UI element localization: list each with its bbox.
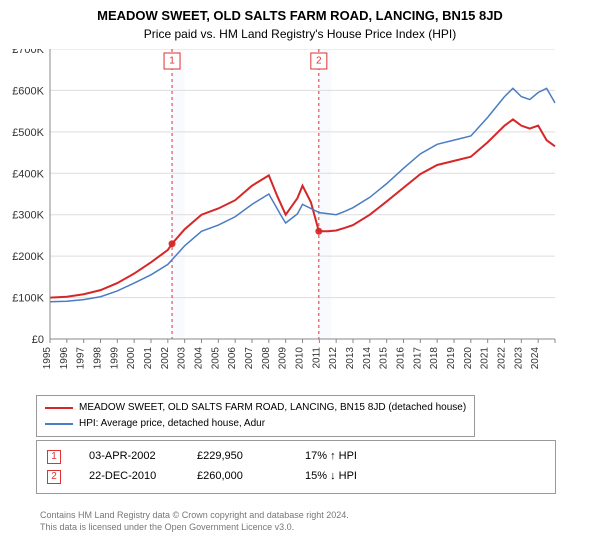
events-table: 1 03-APR-2002 £229,950 17% ↑ HPI 2 22-DEC-201…: [36, 440, 556, 494]
svg-text:2010: 2010: [295, 347, 306, 369]
svg-text:£500K: £500K: [12, 127, 44, 139]
svg-text:2007: 2007: [244, 347, 255, 369]
svg-text:2004: 2004: [194, 347, 205, 369]
svg-text:2016: 2016: [396, 347, 407, 369]
event-price: £229,950: [197, 447, 277, 467]
svg-text:2017: 2017: [412, 347, 423, 369]
chart-title: MEADOW SWEET, OLD SALTS FARM ROAD, LANCI…: [0, 0, 600, 23]
svg-text:2015: 2015: [379, 347, 390, 369]
chart-area: £0 £100K £200K £300K £400K £500K £600K £700K 199…: [0, 49, 600, 369]
legend-swatch: [45, 407, 73, 409]
svg-text:£600K: £600K: [12, 85, 44, 97]
svg-text:2006: 2006: [227, 347, 238, 369]
svg-text:2: 2: [316, 56, 322, 67]
footnote-line1: Contains HM Land Registry data © Crown c…: [40, 510, 349, 522]
event-price: £260,000: [197, 467, 277, 487]
svg-text:2012: 2012: [328, 347, 339, 369]
svg-text:2000: 2000: [126, 347, 137, 369]
chart-subtitle: Price paid vs. HM Land Registry's House …: [0, 23, 600, 49]
footnote-line2: This data is licensed under the Open Gov…: [40, 522, 349, 534]
svg-text:£200K: £200K: [12, 251, 44, 263]
footnote: Contains HM Land Registry data © Crown c…: [40, 510, 349, 533]
legend-row: MEADOW SWEET, OLD SALTS FARM ROAD, LANCI…: [45, 400, 466, 416]
svg-text:2002: 2002: [160, 347, 171, 369]
legend-label: MEADOW SWEET, OLD SALTS FARM ROAD, LANCI…: [79, 400, 466, 416]
svg-text:2005: 2005: [210, 347, 221, 369]
svg-text:2003: 2003: [177, 347, 188, 369]
svg-text:2020: 2020: [463, 347, 474, 369]
svg-text:2023: 2023: [513, 347, 524, 369]
svg-text:£100K: £100K: [12, 293, 44, 305]
legend-box: MEADOW SWEET, OLD SALTS FARM ROAD, LANCI…: [36, 395, 475, 437]
svg-text:1996: 1996: [59, 347, 70, 369]
svg-text:1: 1: [169, 56, 175, 67]
svg-text:£0: £0: [32, 334, 44, 346]
svg-text:2011: 2011: [311, 347, 322, 369]
svg-text:1998: 1998: [93, 347, 104, 369]
legend-row: HPI: Average price, detached house, Adur: [45, 416, 466, 432]
svg-text:2022: 2022: [497, 347, 508, 369]
legend-label: HPI: Average price, detached house, Adur: [79, 416, 265, 432]
svg-text:2013: 2013: [345, 347, 356, 369]
event-date: 22-DEC-2010: [89, 467, 169, 487]
event-delta: 15% ↓ HPI: [305, 467, 385, 487]
svg-text:2001: 2001: [143, 347, 154, 369]
event-marker: 2: [47, 470, 61, 484]
event-marker: 1: [47, 450, 61, 464]
svg-text:2014: 2014: [362, 347, 373, 369]
svg-text:2024: 2024: [530, 347, 541, 369]
svg-text:2008: 2008: [261, 347, 272, 369]
event-delta: 17% ↑ HPI: [305, 447, 385, 467]
event-row: 2 22-DEC-2010 £260,000 15% ↓ HPI: [47, 467, 545, 487]
svg-text:2018: 2018: [429, 347, 440, 369]
svg-text:1995: 1995: [42, 347, 53, 369]
svg-text:£400K: £400K: [12, 168, 44, 180]
event-row: 1 03-APR-2002 £229,950 17% ↑ HPI: [47, 447, 545, 467]
chart-svg: £0 £100K £200K £300K £400K £500K £600K £700K 199…: [0, 49, 560, 369]
legend-swatch: [45, 423, 73, 425]
svg-text:1997: 1997: [76, 347, 87, 369]
svg-text:1999: 1999: [109, 347, 120, 369]
svg-text:£700K: £700K: [12, 49, 44, 56]
svg-text:£300K: £300K: [12, 210, 44, 222]
svg-text:2009: 2009: [278, 347, 289, 369]
figure-container: MEADOW SWEET, OLD SALTS FARM ROAD, LANCI…: [0, 0, 600, 560]
event-date: 03-APR-2002: [89, 447, 169, 467]
svg-text:2019: 2019: [446, 347, 457, 369]
svg-text:2021: 2021: [480, 347, 491, 369]
